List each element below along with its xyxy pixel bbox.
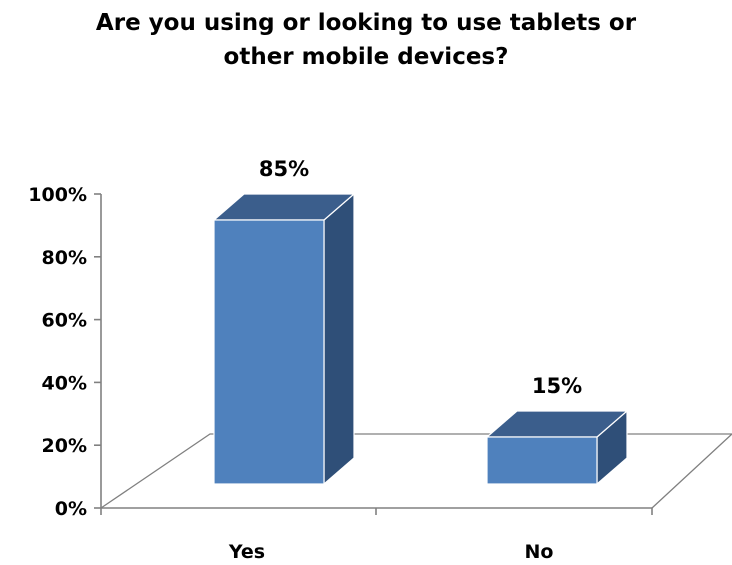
- category-label: No: [525, 541, 554, 563]
- bar-front-face: [486, 436, 598, 485]
- value-axis-tick-label: 80%: [42, 247, 87, 269]
- bar-side-face: [323, 192, 355, 486]
- value-axis-tick-label: 60%: [42, 310, 87, 332]
- bar-data-label: 85%: [259, 157, 309, 181]
- value-axis-tick-label: 20%: [42, 435, 87, 457]
- value-axis: 0% 20% 40% 60% 80% 100%: [28, 184, 102, 520]
- bar-no: [485, 409, 629, 486]
- floor-outline: [100, 433, 732, 509]
- chart-title: Are you using or looking to use tablets …: [95, 10, 637, 70]
- labels-group: 85% Yes 15% No: [228, 157, 582, 563]
- bars-group: [212, 192, 629, 486]
- value-axis-tick-label: 100%: [28, 184, 87, 206]
- category-label: Yes: [228, 541, 265, 563]
- value-axis-tick-label: 0%: [55, 498, 87, 520]
- bar-front-face: [213, 219, 325, 485]
- bar-yes: [212, 192, 356, 486]
- value-axis-tick-label: 40%: [42, 372, 87, 394]
- chart-floor: [100, 433, 732, 515]
- bar-data-label: 15%: [532, 374, 582, 398]
